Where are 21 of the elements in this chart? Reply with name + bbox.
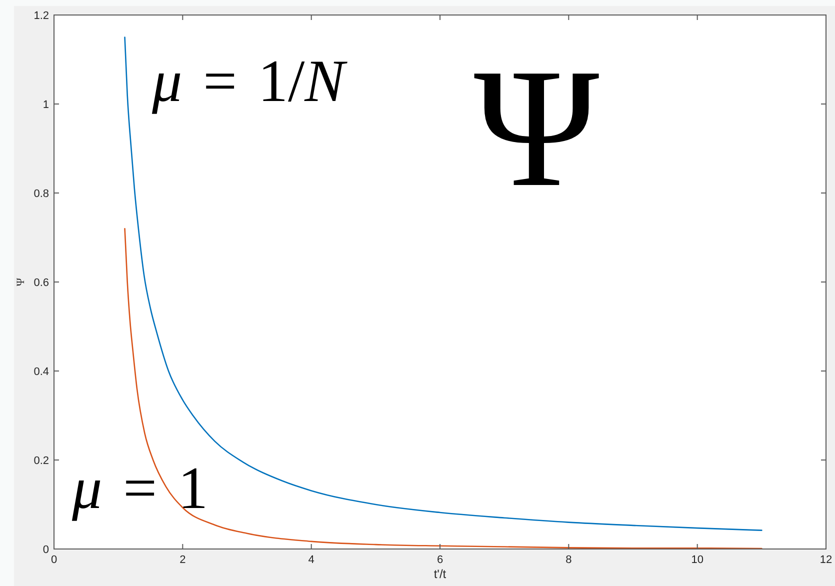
x-tick-label: 4 (308, 554, 314, 566)
series-label: μ = 1 (71, 455, 208, 521)
x-tick-label: 0 (50, 554, 58, 566)
x-tick-label: 6 (436, 554, 444, 566)
x-tick-label: 10 (691, 554, 704, 566)
x-axis-title: t'/t (434, 567, 447, 581)
y-tick-label: 1 (42, 99, 49, 111)
y-tick-label: 0.4 (34, 366, 49, 378)
series-label: μ = 1/N (151, 48, 348, 114)
y-tick-label: 0 (42, 544, 49, 556)
line-series (124, 36, 762, 531)
line-series (124, 228, 762, 550)
y-axis-title: Ψ (15, 277, 27, 286)
x-tick-label: 8 (566, 554, 572, 566)
y-tick-label: 1.2 (34, 10, 49, 22)
y-tick-label: 0.6 (34, 277, 49, 289)
x-tick-label: 2 (180, 554, 186, 566)
x-tick-label: 12 (820, 554, 832, 566)
annotation: Ψ (474, 34, 600, 222)
y-tick-label: 0.2 (34, 455, 49, 467)
y-tick-label: 0.8 (34, 188, 49, 200)
